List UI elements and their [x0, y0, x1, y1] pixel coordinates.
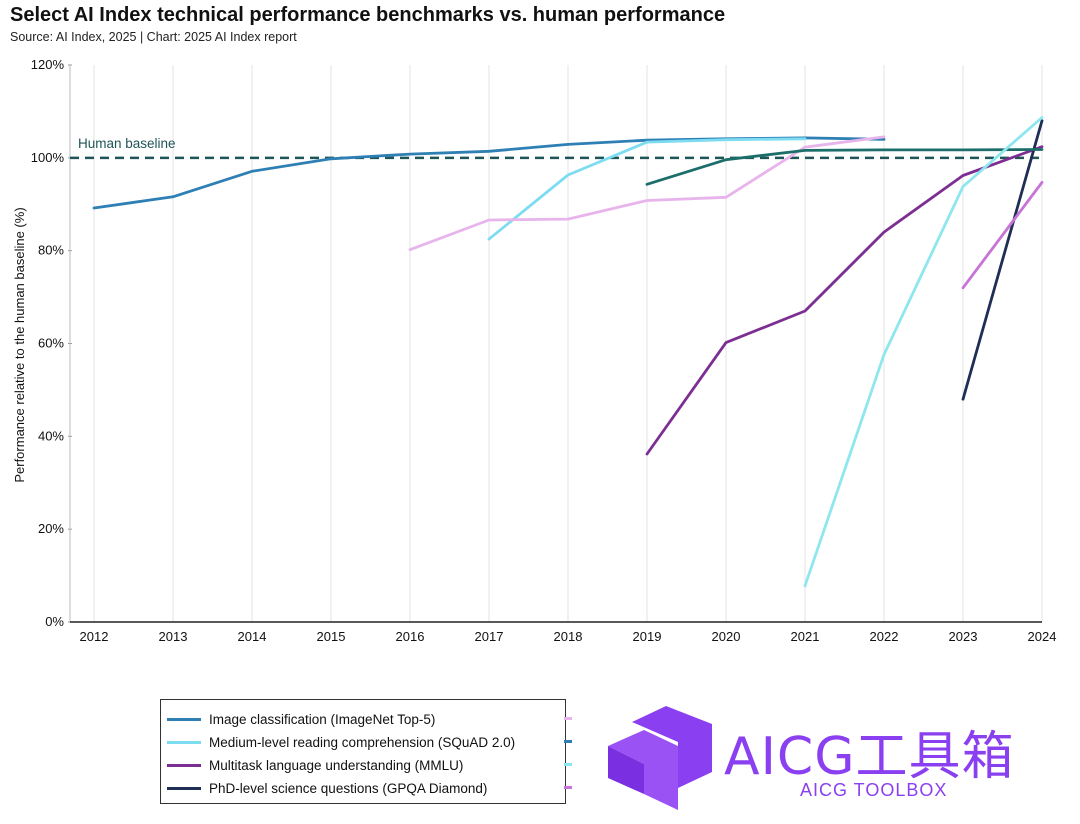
series-line-2: [645, 145, 1044, 456]
x-tick-label: 2013: [159, 629, 188, 644]
y-tick-label: 120%: [31, 57, 65, 72]
x-tick-label: 2017: [475, 629, 504, 644]
legend-label: Multitask language understanding (MMLU): [209, 757, 464, 773]
legend-entry: Medium-level reading comprehension (SQuA…: [161, 731, 515, 753]
legend-swatch: [167, 740, 201, 744]
x-tick-label: 2020: [712, 629, 741, 644]
watermark: AICG工具箱 AICG TOOLBOX: [600, 700, 1070, 818]
x-tick-label: 2018: [554, 629, 583, 644]
watermark-subtext: AICG TOOLBOX: [800, 780, 948, 800]
legend-swatch: [167, 717, 201, 721]
x-tick-label: 2024: [1028, 629, 1057, 644]
legend-swatch: [167, 786, 201, 790]
watermark-text: AICG工具箱: [724, 727, 1015, 787]
line-chart: 2012 2013 2014 2015 2016 2017 2018 2019 2020 2021…: [12, 57, 1057, 644]
legend-clipped-swatch: [564, 763, 572, 766]
x-tick-label: 2019: [633, 629, 662, 644]
legend-clipped-swatch: [564, 740, 572, 743]
chart-title: Select AI Index technical performance be…: [10, 4, 726, 26]
legend-clipped-swatch: [564, 786, 572, 789]
legend-swatch: [167, 763, 201, 767]
axes: 2012 2013 2014 2015 2016 2017 2018 2019 2020 2021…: [31, 57, 1057, 644]
legend-label: Image classification (ImageNet Top-5): [209, 711, 436, 727]
aicg-logo-icon: [608, 706, 712, 810]
x-tick-label: 2014: [238, 629, 267, 644]
human-baseline-label: Human baseline: [78, 136, 176, 151]
series-line-4: [408, 135, 886, 252]
y-tick-label: 20%: [38, 521, 64, 536]
series-line-6: [803, 116, 1044, 588]
y-tick-label: 40%: [38, 428, 64, 443]
y-tick-label: 100%: [31, 150, 65, 165]
legend-entry: PhD-level science questions (GPQA Diamon…: [161, 777, 487, 799]
legend-entry: Image classification (ImageNet Top-5): [161, 708, 435, 730]
legend-label: PhD-level science questions (GPQA Diamon…: [209, 780, 488, 796]
series-line-5: [645, 148, 1044, 186]
series-line-3: [961, 119, 1044, 401]
legend-entry: Multitask language understanding (MMLU): [161, 754, 463, 776]
human-baseline: Human baseline: [70, 136, 1042, 160]
x-tick-label: 2022: [870, 629, 899, 644]
y-tick-label: 80%: [38, 243, 64, 258]
legend-clipped-swatch: [564, 717, 572, 720]
x-tick-label: 2023: [949, 629, 978, 644]
series-line-1: [487, 137, 807, 241]
x-tick-label: 2012: [80, 629, 109, 644]
y-tick-label: 60%: [38, 336, 64, 351]
series-lines: [92, 116, 1044, 588]
x-tick-label: 2021: [791, 629, 820, 644]
y-axis-label: Performance relative to the human baseli…: [12, 207, 27, 482]
chart-legend: Image classification (ImageNet Top-5) Med…: [160, 699, 566, 804]
legend-label: Medium-level reading comprehension (SQuA…: [209, 734, 516, 750]
y-tick-label: 0%: [45, 614, 64, 629]
x-tick-label: 2015: [317, 629, 346, 644]
x-tick-label: 2016: [396, 629, 425, 644]
series-line-7: [961, 180, 1044, 290]
chart-subtitle: Source: AI Index, 2025 | Chart: 2025 AI …: [10, 30, 297, 44]
